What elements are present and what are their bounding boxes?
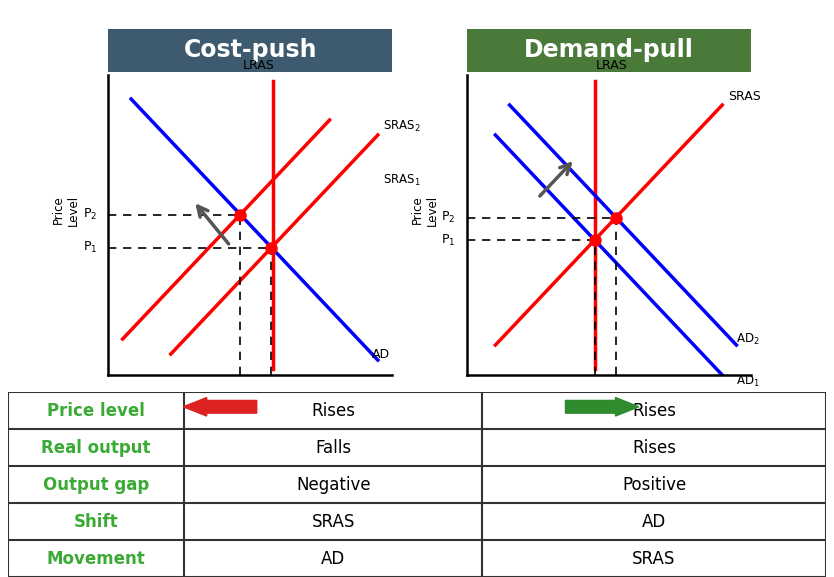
Text: LRAS: LRAS bbox=[243, 59, 274, 72]
Text: Negative: Negative bbox=[296, 475, 370, 494]
Text: AD: AD bbox=[642, 512, 666, 531]
Text: Y$_{FE}$: Y$_{FE}$ bbox=[585, 393, 605, 408]
Text: Rises: Rises bbox=[632, 402, 676, 420]
Text: AD: AD bbox=[372, 347, 390, 361]
Text: Price
Level: Price Level bbox=[410, 194, 439, 226]
Text: Shift: Shift bbox=[74, 512, 118, 531]
Text: SRAS$_1$: SRAS$_1$ bbox=[384, 173, 421, 188]
Text: AD: AD bbox=[321, 549, 345, 568]
Text: Real output: Real output bbox=[42, 439, 151, 457]
Text: SRAS$_2$: SRAS$_2$ bbox=[384, 118, 421, 133]
Text: P$_2$: P$_2$ bbox=[83, 207, 97, 222]
Text: LRAS: LRAS bbox=[595, 59, 627, 72]
Text: P$_1$: P$_1$ bbox=[441, 233, 455, 248]
Text: P$_1$: P$_1$ bbox=[83, 240, 97, 255]
Text: Cost-push: Cost-push bbox=[183, 39, 317, 62]
Text: Output gap: Output gap bbox=[43, 475, 149, 494]
Text: Positive: Positive bbox=[622, 475, 686, 494]
Text: Rises: Rises bbox=[311, 402, 355, 420]
Text: Y$_2$: Y$_2$ bbox=[609, 393, 623, 408]
Text: Price level: Price level bbox=[48, 402, 145, 420]
Text: Y$_{FE}$: Y$_{FE}$ bbox=[261, 393, 282, 408]
Text: Falls: Falls bbox=[315, 439, 351, 457]
Text: Movement: Movement bbox=[47, 549, 146, 568]
Text: AD$_2$: AD$_2$ bbox=[736, 332, 760, 347]
Text: Rises: Rises bbox=[632, 439, 676, 457]
Text: Real
Output: Real Output bbox=[367, 393, 405, 415]
Text: AD$_1$: AD$_1$ bbox=[736, 373, 760, 388]
Text: Y$_2$: Y$_2$ bbox=[233, 393, 248, 408]
Text: Demand-pull: Demand-pull bbox=[524, 39, 694, 62]
Text: Real
Output: Real Output bbox=[726, 393, 764, 415]
Text: SRAS: SRAS bbox=[632, 549, 676, 568]
Text: SRAS: SRAS bbox=[728, 89, 761, 103]
Text: P$_2$: P$_2$ bbox=[441, 210, 455, 225]
Text: SRAS: SRAS bbox=[312, 512, 355, 531]
Text: Price
Level: Price Level bbox=[52, 194, 80, 226]
